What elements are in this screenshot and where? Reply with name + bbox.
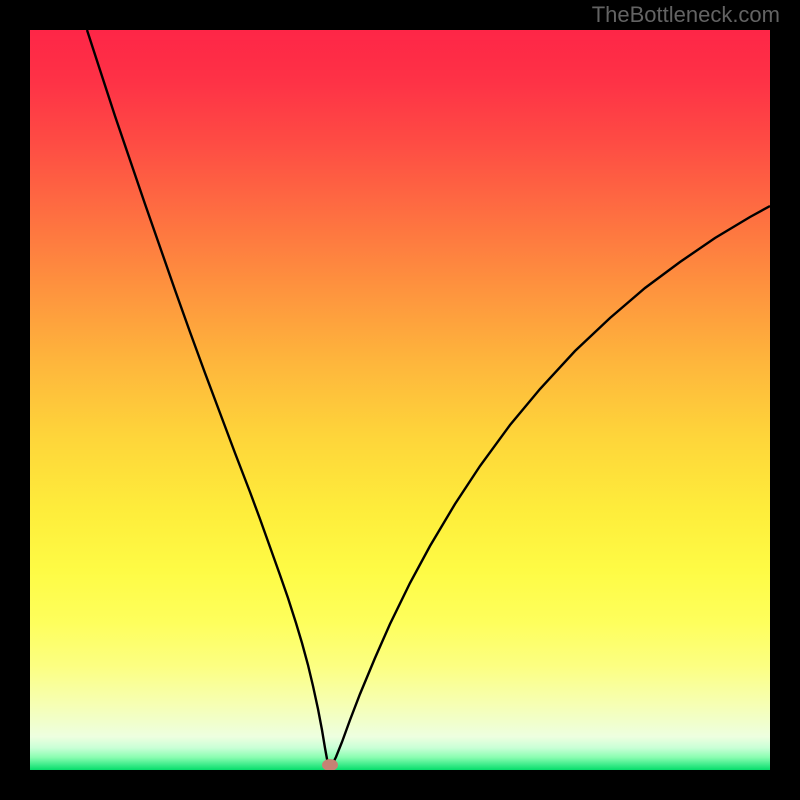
gradient-background — [30, 30, 770, 770]
chart-frame: TheBottleneck.com — [0, 0, 800, 800]
plot-area — [30, 30, 770, 770]
watermark-text: TheBottleneck.com — [592, 2, 780, 28]
chart-svg — [30, 30, 770, 770]
